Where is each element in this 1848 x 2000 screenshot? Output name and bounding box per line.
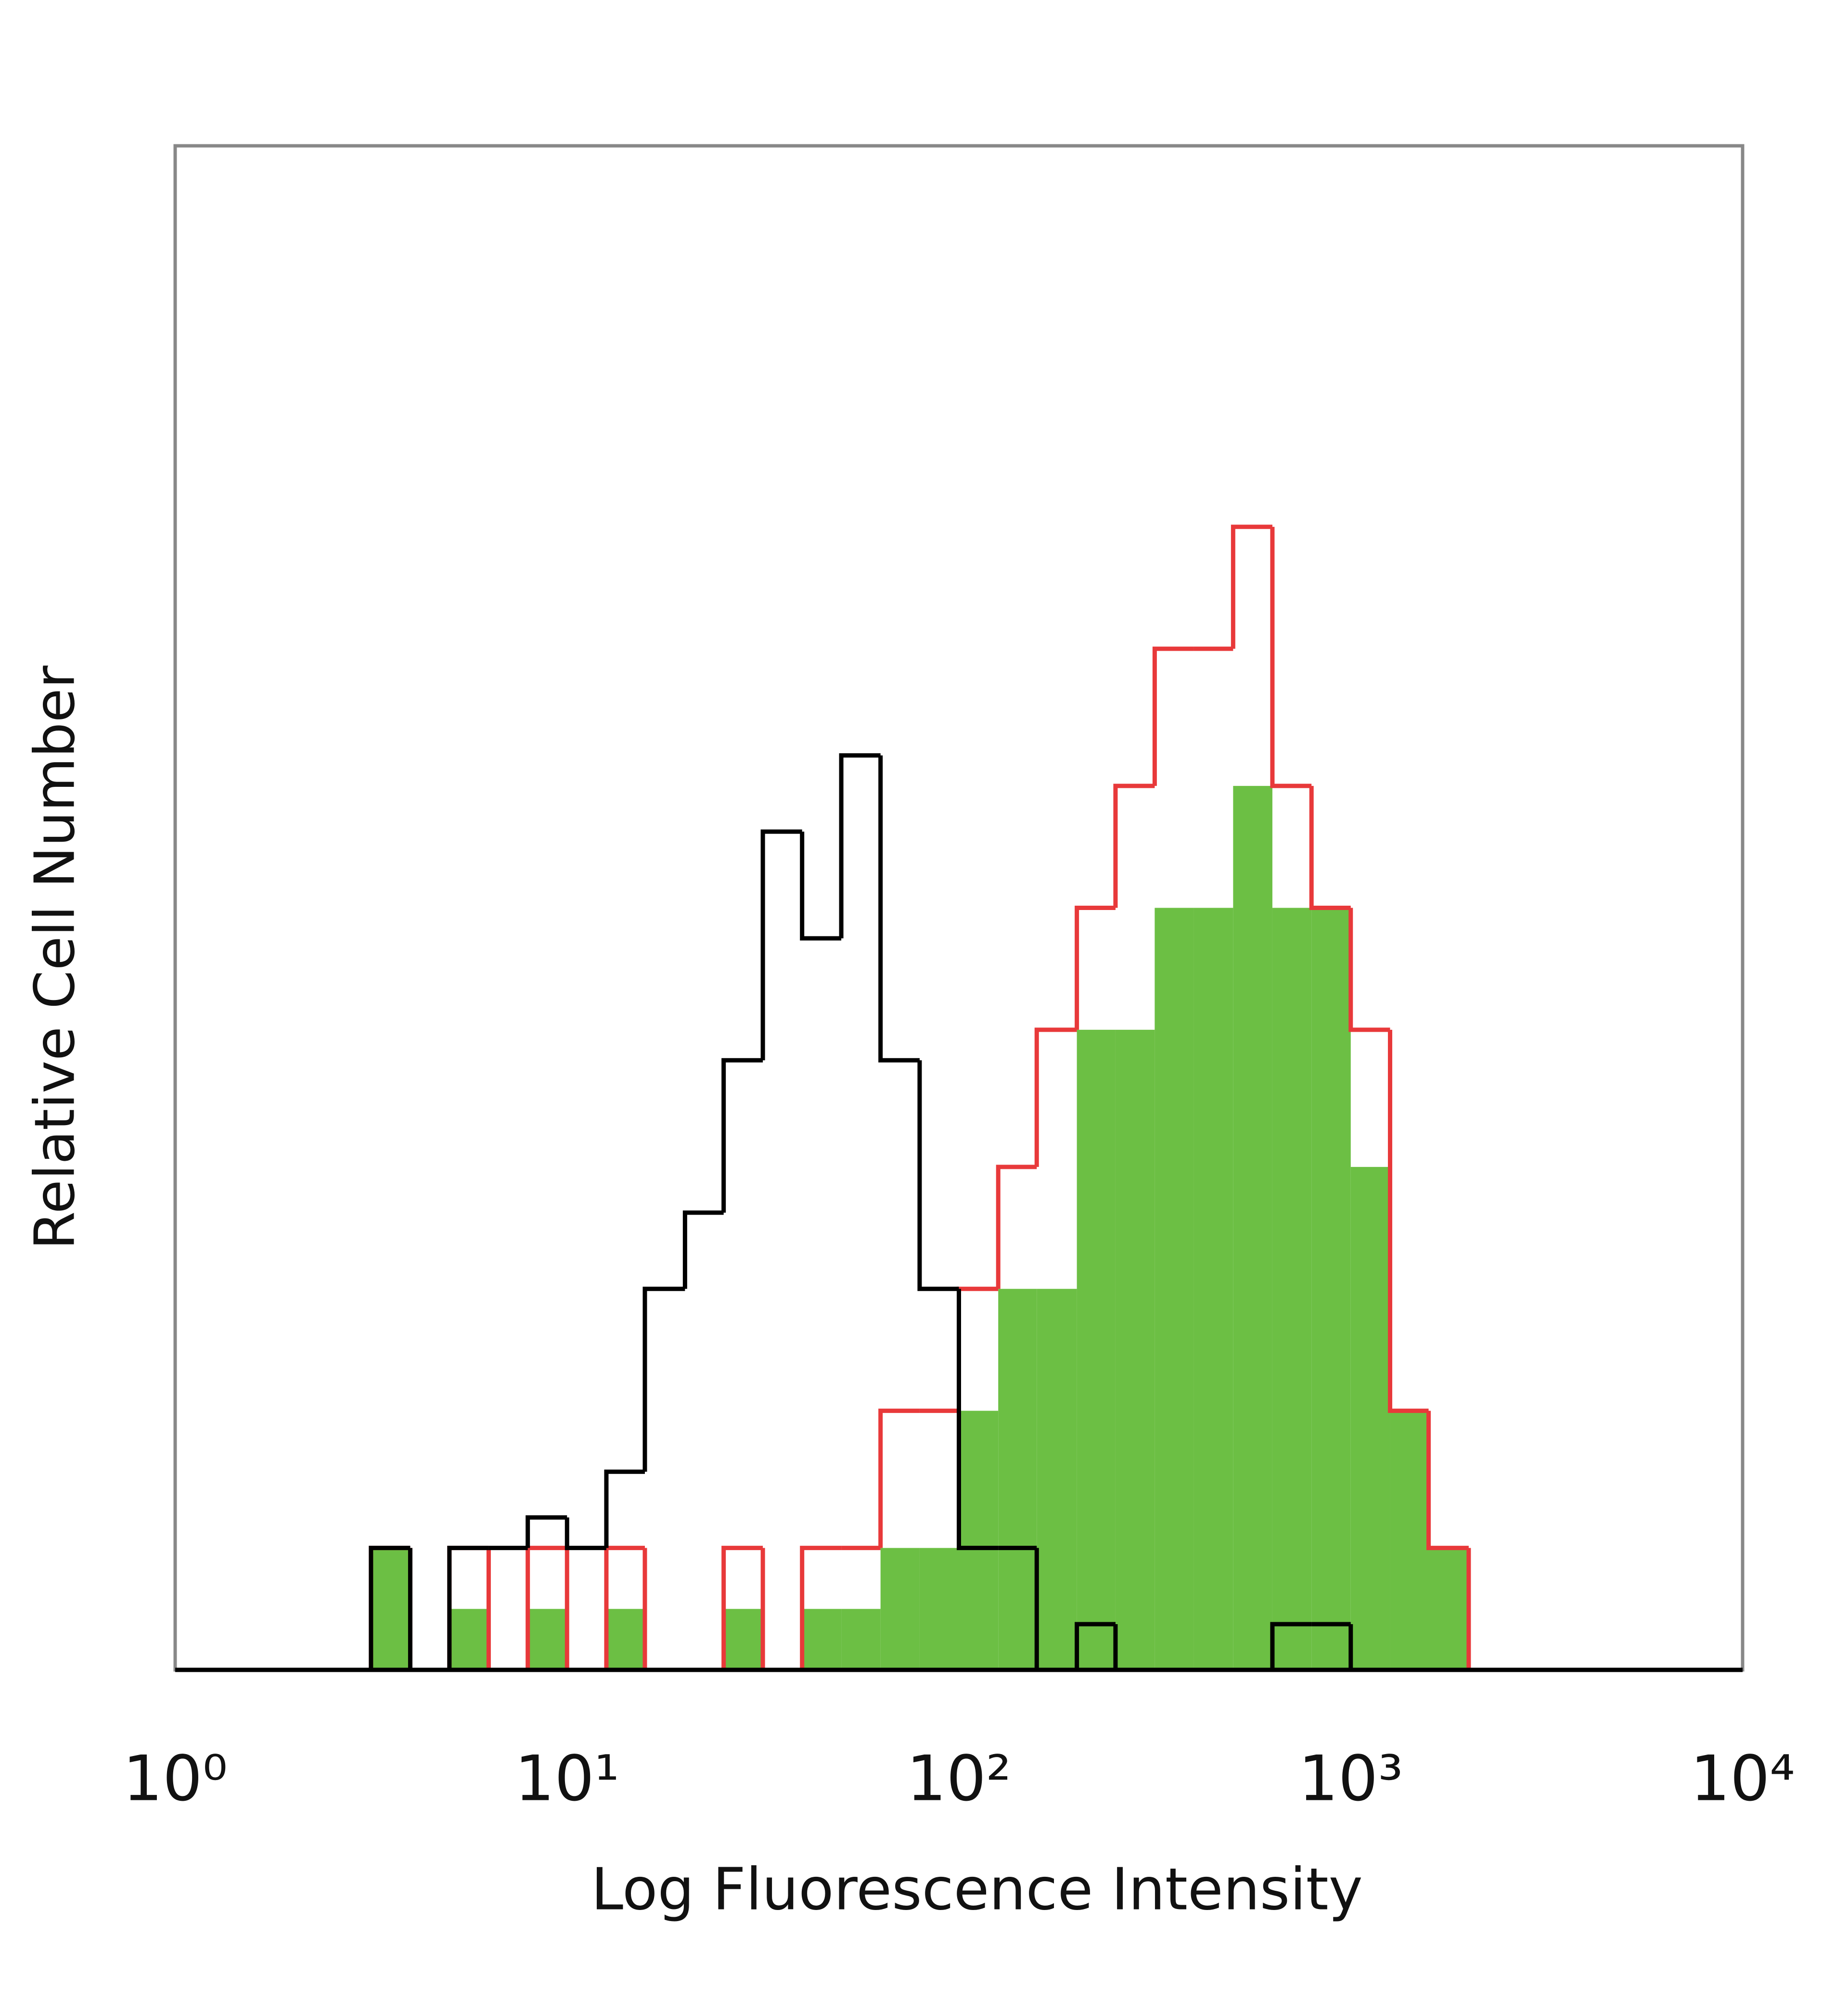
histogram-step [1466,1548,1508,1672]
histogram-step [1270,1622,1312,1670]
histogram-bar [606,1609,645,1670]
histogram-bar [1428,1548,1469,1670]
histogram-step [604,1469,645,1548]
histogram-step [878,1409,920,1548]
histogram-step [760,1548,802,1672]
x-tick-label: 10² [907,1742,1012,1815]
series [175,753,1743,1672]
histogram-bar [1115,1029,1155,1670]
histogram-step [1387,1029,1429,1413]
histogram-step [1152,646,1194,786]
histogram-step [1075,906,1116,1030]
histogram-bar [802,1609,842,1670]
histogram-step [1231,525,1272,649]
histogram-bar [1390,1410,1429,1670]
histogram-step [957,1289,999,1551]
histogram-step [486,1548,528,1672]
histogram-bar [1311,908,1351,1670]
histogram-step [917,1060,959,1291]
histogram-step [957,1286,999,1411]
histogram-step [642,1548,685,1672]
histogram-step [1309,786,1351,910]
histogram-step [1348,908,1390,1032]
histogram-step [760,829,802,1061]
histogram-step [721,1546,763,1670]
x-tick-label: 10⁰ [123,1742,228,1815]
histogram-step [800,832,842,941]
histogram-bar [998,1289,1037,1670]
plot-area [175,525,1743,1672]
histogram-bar [1233,786,1272,1670]
histogram-step [1270,526,1312,788]
histogram-bar [1155,908,1194,1670]
histogram-step [1426,1410,1469,1551]
histogram-bar [449,1609,489,1670]
histogram-bar [1077,1029,1116,1670]
histogram-bar [723,1609,763,1670]
series [371,786,1469,1670]
histogram-bar [1272,908,1312,1670]
histogram-bar [1350,1167,1390,1670]
histogram-step [408,1548,449,1672]
histogram-step [800,1546,842,1670]
histogram-step [1113,783,1155,908]
histogram-step [565,1548,606,1672]
histogram-bar [527,1609,567,1670]
histogram-bar [371,1548,411,1670]
histogram-step [1034,1027,1077,1167]
histogram-step [721,1058,763,1213]
y-axis-label: Relative Cell Number [23,665,88,1250]
histogram-step [408,1548,449,1672]
histogram-step [996,1165,1037,1289]
histogram-step [642,1286,685,1472]
histogram-bar [919,1548,959,1670]
histogram-step [1075,1622,1116,1670]
x-tick-label: 10³ [1298,1742,1403,1815]
histogram-bar [1037,1289,1077,1670]
histogram-step [682,1210,724,1289]
histogram-step [878,755,920,1063]
histogram-step [447,1546,489,1670]
histogram-bar [841,1609,881,1670]
x-tick-label: 10⁴ [1690,1742,1795,1815]
histogram-bar [1194,908,1233,1670]
histogram-bar [880,1548,920,1670]
x-tick-label: 10¹ [514,1742,619,1815]
histogram-bar [959,1410,999,1670]
histogram-step [839,753,881,938]
histogram-step [526,1515,567,1548]
x-axis-label: Log Fluorescence Intensity [591,1857,1362,1923]
histogram-step [565,1517,606,1551]
histogram-step [369,1546,411,1670]
